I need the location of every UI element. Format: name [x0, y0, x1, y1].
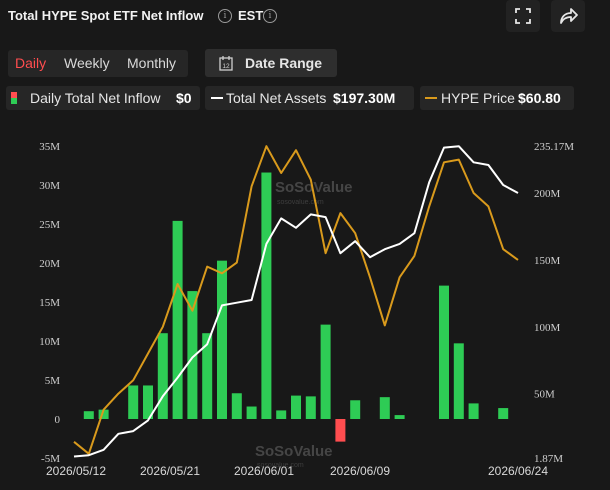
inflow-legend-icon [11, 92, 17, 104]
header-bar: Total HYPE Spot ETF Net Inflow i EST i [0, 0, 610, 34]
timezone-label: EST [238, 8, 264, 23]
inflow-bar [261, 172, 272, 419]
right-axis-tick: 100M [534, 322, 561, 334]
x-axis-tick: 2026/06/09 [330, 464, 390, 478]
price-legend-swatch [425, 97, 437, 99]
legend-net-assets[interactable]: Total Net Assets $197.30M [205, 86, 414, 110]
watermark-bottom: SoSoValue [255, 443, 333, 460]
inflow-bar [350, 400, 361, 419]
inflow-bar [172, 220, 183, 419]
left-axis-tick: 20M [39, 258, 60, 270]
date-range-button[interactable]: 12 Date Range [205, 49, 337, 77]
period-daily[interactable]: Daily [15, 55, 47, 71]
legend-price-value: $60.80 [518, 90, 561, 106]
net-assets-legend-swatch [211, 97, 223, 99]
inflow-bar [320, 324, 331, 419]
inflow-bar [157, 333, 168, 419]
inflow-bar [217, 260, 227, 419]
left-axis-tick: 25M [39, 219, 60, 231]
sosovalue-watermark: SoSoValue sosovalue.com SoSoValue sosova… [255, 179, 353, 469]
inflow-bar [379, 397, 390, 419]
inflow-bar [128, 385, 139, 419]
hype-price-line [73, 145, 519, 455]
page-title: Total HYPE Spot ETF Net Inflow [8, 8, 204, 23]
inflow-chart[interactable]: SoSoValue sosovalue.com SoSoValue sosova… [0, 130, 610, 490]
timezone-info-icon[interactable]: i [263, 9, 277, 23]
period-weekly[interactable]: Weekly [64, 55, 110, 71]
inflow-bar [202, 333, 213, 419]
title-info-icon[interactable]: i [218, 9, 232, 23]
inflow-bar [187, 291, 198, 419]
right-axis-tick: 235.17M [534, 141, 574, 153]
right-axis-tick: 200M [534, 188, 561, 200]
inflow-bar [468, 403, 479, 419]
legend-net-assets-label: Total Net Assets [226, 90, 327, 106]
inflow-bar [394, 415, 405, 419]
period-selector: Daily Weekly Monthly [8, 50, 188, 77]
left-axis-tick: 10M [39, 336, 60, 348]
watermark-top-sub: sosovalue.com [277, 199, 324, 206]
watermark-bottom-sub: sosovalue.com [257, 462, 304, 469]
inflow-bar [143, 385, 153, 419]
legend-net-assets-value: $197.30M [333, 90, 396, 106]
left-axis-tick: -5M [41, 453, 60, 465]
x-axis-tick: 2026/05/21 [140, 464, 200, 478]
right-axis-tick: 150M [534, 255, 561, 267]
left-axis-tick: 5M [45, 375, 61, 387]
fullscreen-button[interactable] [506, 0, 540, 32]
x-axis-tick: 2026/05/12 [46, 464, 106, 478]
calendar-icon: 12 [219, 56, 233, 71]
inflow-bar [276, 410, 287, 419]
legend-inflow-value: $0 [176, 90, 192, 106]
fullscreen-icon [515, 8, 531, 24]
inflow-bar [335, 419, 346, 442]
inflow-bar [83, 411, 94, 419]
period-monthly[interactable]: Monthly [127, 55, 177, 71]
share-button[interactable] [551, 0, 585, 32]
inflow-bar [453, 343, 464, 419]
net-assets-line [73, 145, 519, 458]
inflow-bar [231, 393, 242, 419]
x-axis-tick: 2026/06/24 [488, 464, 548, 478]
x-axis-tick: 2026/06/01 [234, 464, 294, 478]
date-range-label: Date Range [245, 55, 323, 71]
legend-price-label: HYPE Price [441, 90, 515, 106]
inflow-bar [246, 406, 257, 419]
legend-inflow[interactable]: Daily Total Net Inflow $0 [6, 86, 200, 110]
right-axis-tick: 1.87M [534, 453, 563, 465]
legend-price[interactable]: HYPE Price $60.80 [420, 86, 574, 110]
inflow-bar [98, 409, 109, 419]
left-axis-tick: 35M [39, 141, 60, 153]
inflow-bar [439, 285, 449, 419]
share-icon [560, 8, 578, 24]
right-axis-tick: 50M [534, 389, 555, 401]
left-axis-tick: 30M [39, 180, 60, 192]
left-axis-tick: 0 [55, 414, 61, 426]
inflow-bar [305, 396, 316, 419]
legend-inflow-label: Daily Total Net Inflow [30, 90, 161, 106]
inflow-bar [498, 408, 509, 419]
left-axis-tick: 15M [39, 297, 60, 309]
inflow-bar [291, 395, 301, 419]
watermark-top: SoSoValue [275, 179, 353, 196]
calendar-icon-text: 12 [222, 63, 230, 70]
